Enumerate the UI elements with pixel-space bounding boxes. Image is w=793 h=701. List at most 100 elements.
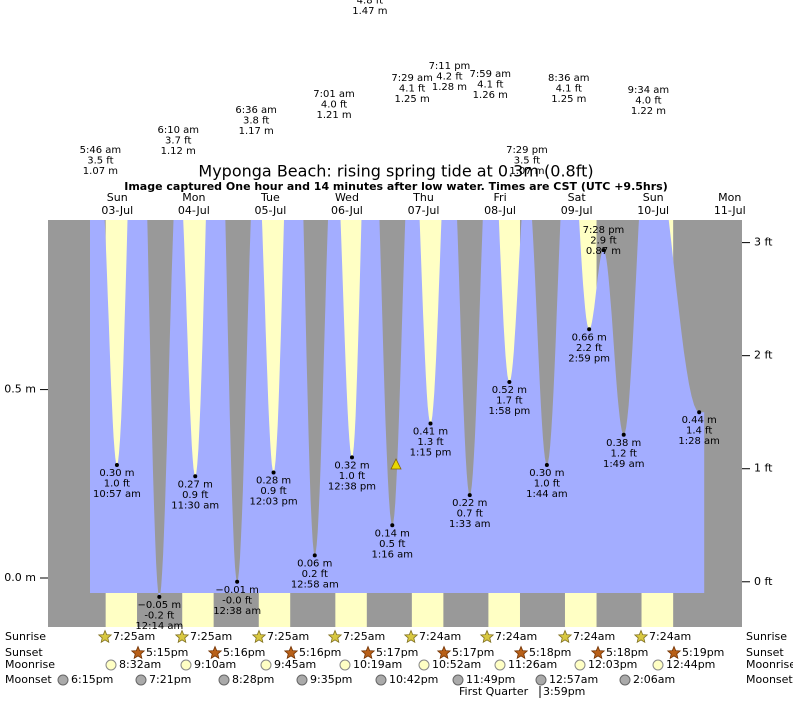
- moon-phase-time: 3:59pm: [543, 685, 585, 698]
- day-date: 09-Jul: [561, 204, 593, 217]
- extreme-label: 4.1 ft: [477, 80, 503, 91]
- extreme-label: 1.21 m: [316, 110, 351, 121]
- row-label: Moonset: [5, 673, 52, 686]
- day-date: 07-Jul: [408, 204, 440, 217]
- sunset-icon: [130, 645, 146, 660]
- astro-time: 10:19am: [353, 658, 402, 671]
- chart-subtitle: Image captured One hour and 14 minutes a…: [124, 180, 667, 193]
- extreme-label: 1.07 m: [83, 166, 118, 177]
- extreme-label: -0.2 ft: [144, 610, 174, 621]
- moonset-icon: [535, 674, 547, 686]
- extreme-label: 4.8 ft: [357, 0, 383, 7]
- moonset-icon: [135, 674, 147, 686]
- astro-time: 8:28pm: [232, 673, 274, 686]
- tide-point: [390, 523, 395, 528]
- astro-time: 9:35pm: [310, 673, 352, 686]
- moon-phase: First Quarter: [459, 685, 529, 698]
- tide-point: [467, 493, 472, 498]
- extreme-label: 12:38 am: [213, 606, 261, 617]
- row-label: Sunset: [746, 646, 784, 659]
- astro-time: 12:44pm: [666, 658, 715, 671]
- extreme-label: 9:34 am: [628, 85, 670, 96]
- moonrise-icon: [180, 659, 192, 671]
- extreme-label: 6:10 am: [157, 125, 199, 136]
- tide-point: [235, 579, 240, 584]
- astro-time: 8:32am: [119, 658, 161, 671]
- extreme-label: 0.9 ft: [260, 486, 286, 497]
- extreme-label: 1.47 m: [352, 6, 387, 17]
- day-date: 08-Jul: [484, 204, 516, 217]
- y2-tick-label: 1 ft: [754, 462, 773, 475]
- extreme-label: 1:15 pm: [410, 448, 452, 459]
- extreme-label: 1.12 m: [161, 146, 196, 157]
- extreme-label: 12:03 pm: [250, 496, 298, 507]
- astro-time: 11:26am: [508, 658, 557, 671]
- day-date: 05-Jul: [254, 204, 286, 217]
- water-layer: [90, 94, 705, 599]
- y-tick-label: 0.5 m: [4, 383, 36, 396]
- tide-point: [488, 101, 492, 105]
- extreme-label: 1.3 ft: [417, 437, 443, 448]
- astro-time: 6:15pm: [71, 673, 113, 686]
- extreme-label: 7:28 pm: [583, 225, 625, 236]
- moonset-icon: [57, 674, 69, 686]
- extreme-label: −0.01 m: [215, 585, 259, 596]
- y2-tick-label: 3 ft: [754, 236, 773, 249]
- astro-time: 7:25am: [113, 630, 155, 643]
- extreme-label: 0.38 m: [606, 438, 641, 449]
- day-name: Mon: [718, 191, 741, 204]
- astro-time: 5:16pm: [223, 646, 265, 659]
- row-label: Sunrise: [746, 630, 787, 643]
- sunrise-icon: [97, 629, 113, 644]
- astro-time: 5:19pm: [682, 646, 724, 659]
- extreme-label: 0.52 m: [492, 385, 527, 396]
- tide-point: [587, 327, 592, 332]
- tide-point: [601, 248, 606, 253]
- sunset-icon: [513, 645, 529, 660]
- extreme-label: 1:44 am: [526, 489, 568, 500]
- moonset-icon: [375, 674, 387, 686]
- sunset-icon: [436, 645, 452, 660]
- sunrise-icon: [557, 629, 573, 644]
- tide-point: [114, 462, 119, 467]
- astro-time: 7:25am: [190, 630, 232, 643]
- y-tick-label: 0.0 m: [4, 571, 36, 584]
- day-date: 03-Jul: [101, 204, 133, 217]
- extreme-label: 0.28 m: [256, 475, 291, 486]
- sunrise-icon: [403, 629, 419, 644]
- y2-tick-label: 2 ft: [754, 349, 773, 362]
- astro-time: 5:16pm: [299, 646, 341, 659]
- row-label: Sunset: [5, 646, 43, 659]
- extreme-label: 1.0 ft: [104, 478, 130, 489]
- astro-time: 5:18pm: [606, 646, 648, 659]
- sunrise-icon: [633, 629, 649, 644]
- extreme-label: 1.25 m: [395, 94, 430, 105]
- current-tide-marker: [390, 458, 402, 470]
- astro-time: 7:25am: [267, 630, 309, 643]
- extreme-label: 4.0 ft: [635, 96, 661, 107]
- astro-time: 12:03pm: [588, 658, 637, 671]
- sunrise-icon: [174, 629, 190, 644]
- astro-time: 11:49pm: [466, 673, 515, 686]
- moonrise-icon: [105, 659, 117, 671]
- extreme-label: 1:49 am: [603, 459, 645, 470]
- tide-point: [544, 462, 549, 467]
- day-date: 06-Jul: [331, 204, 363, 217]
- tide-point: [697, 410, 702, 415]
- astro-time: 7:21pm: [149, 673, 191, 686]
- row-label: Moonset: [746, 673, 793, 686]
- astro-time: 7:24am: [495, 630, 537, 643]
- moonset-icon: [452, 674, 464, 686]
- extreme-label: 1:28 am: [678, 436, 720, 447]
- extreme-label: 1.7 ft: [496, 396, 522, 407]
- tide-point: [447, 94, 451, 98]
- astro-time: 5:17pm: [376, 646, 418, 659]
- extreme-label: 1.4 ft: [686, 426, 712, 437]
- extreme-label: 4.2 ft: [436, 72, 462, 83]
- extreme-label: 1:16 am: [372, 549, 414, 560]
- extreme-label: 7:29 am: [391, 73, 433, 84]
- extreme-label: 12:38 pm: [328, 481, 376, 492]
- axes: 0.0 m0.5 m0 ft1 ft2 ft3 ftSun03-JulMon04…: [4, 191, 773, 588]
